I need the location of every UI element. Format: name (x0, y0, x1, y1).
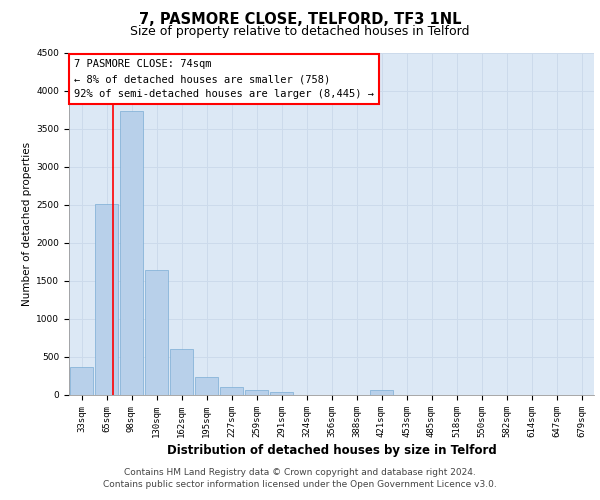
X-axis label: Distribution of detached houses by size in Telford: Distribution of detached houses by size … (167, 444, 496, 457)
Y-axis label: Number of detached properties: Number of detached properties (22, 142, 32, 306)
Text: 7 PASMORE CLOSE: 74sqm
← 8% of detached houses are smaller (758)
92% of semi-det: 7 PASMORE CLOSE: 74sqm ← 8% of detached … (74, 60, 374, 99)
Bar (195, 376, 218, 395)
Text: Contains HM Land Registry data © Crown copyright and database right 2024.
Contai: Contains HM Land Registry data © Crown c… (103, 468, 497, 489)
Bar (120, 111, 143, 395)
Bar (170, 350, 193, 395)
Bar (245, 390, 268, 395)
Bar (270, 392, 293, 395)
Bar (370, 390, 393, 395)
Text: 7, PASMORE CLOSE, TELFORD, TF3 1NL: 7, PASMORE CLOSE, TELFORD, TF3 1NL (139, 12, 461, 28)
Bar (70, 367, 93, 395)
Bar (145, 270, 168, 395)
Text: Size of property relative to detached houses in Telford: Size of property relative to detached ho… (130, 25, 470, 38)
Bar (95, 204, 118, 395)
Bar (220, 388, 243, 395)
